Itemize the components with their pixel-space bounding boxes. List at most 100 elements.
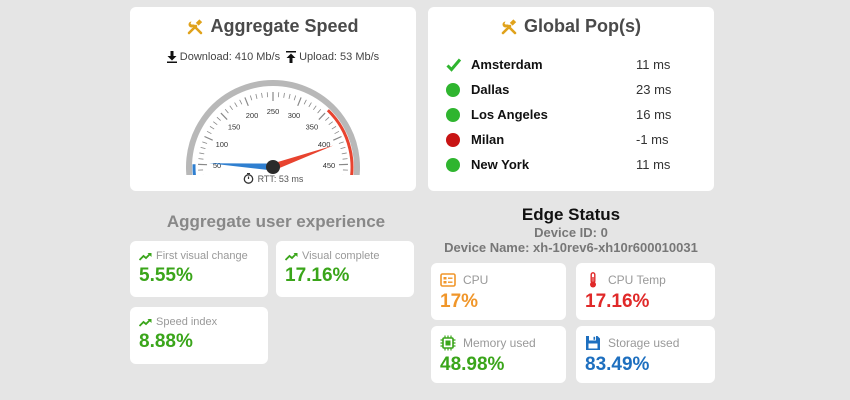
gauge-tick [202,141,208,144]
speed-index-value: 8.88% [139,331,193,352]
upload-arrow-icon [286,51,297,63]
gauge-tick [283,92,285,98]
gauge-tick-label: 250 [267,107,280,116]
download-arrow-icon [166,51,177,63]
upload-rate: Upload: 53 Mb/s [286,51,379,63]
gauge-tick [216,116,221,121]
download-rate: Download: 410 Mb/s [166,51,281,63]
global-pops-card: Global Pop(s) Amsterdam 11 ms Dallas 23 ms L… [428,7,714,191]
gauge-tick-label: 200 [246,111,259,120]
pop-list-item: Amsterdam 11 ms [446,52,700,77]
cpu-temp-card: CPU Temp 17.16% [576,263,715,320]
gauge-tick [213,121,218,125]
gauge-tick [224,108,229,114]
pop-list-item: New York 11 ms [446,152,700,177]
gauge-tick [293,95,297,101]
memory-card: Memory used 48.98% [431,326,566,383]
gauge-tick [206,130,212,135]
gauge-tick [204,135,213,141]
gauge-tick-label: 150 [228,123,241,132]
cpu-value: 17% [440,291,479,312]
speed-gauge: 050100150200250300350400450500 [186,80,360,175]
cpu-temp-value: 17.16% [585,291,650,312]
trend-up-icon [285,252,298,261]
global-pops-title: Global Pop(s) [524,16,641,36]
first-visual-change-value: 5.55% [139,265,193,286]
trend-up-icon [139,318,152,327]
pop-name: Milan [471,132,505,147]
gauge-tick [303,99,307,105]
edge-status-title: Edge Status [521,205,621,224]
gauge-tick [317,108,322,114]
gauge-tick [239,99,243,105]
gauge-tick [200,146,206,150]
gauge-tick [249,95,253,101]
pop-latency: -1 ms [636,132,669,147]
cpu-label: CPU [463,273,489,287]
gauge-tick [318,112,326,120]
memory-label: Memory used [463,336,536,350]
global-pops-header: Global Pop(s) [428,16,714,37]
red-status-dot-icon [446,132,471,147]
pop-latency: 11 ms [636,157,671,172]
visual-complete-label: Visual complete [302,250,380,262]
upload-needle [209,163,274,171]
gauge-tick-label: 350 [306,123,319,132]
thermometer-icon [585,272,601,288]
gauge-tick [313,105,317,111]
pop-name: Amsterdam [471,57,543,72]
cpu-card: CPU 17% [431,263,566,320]
memory-chip-icon [440,335,456,351]
gauge-tick [234,102,238,108]
gauge-tick [338,141,344,144]
floppy-disk-icon [585,335,601,351]
upload-label: Upload: 53 Mb/s [299,51,380,63]
edge-status-header: Edge Status Device ID: 0 Device Name: xh… [428,205,714,255]
gauge-tick [333,135,342,141]
first-visual-change-label: First visual change [156,250,248,262]
gauge-download-band [326,109,354,175]
gauge-tick [334,130,340,135]
pop-list: Amsterdam 11 ms Dallas 23 ms Los Angeles 16 m… [446,52,700,177]
pop-name: Dallas [471,82,510,97]
aggregate-speed-title: Aggregate Speed [210,16,359,36]
pop-list-item: Los Angeles 16 ms [446,102,700,127]
green-status-dot-icon [446,82,471,97]
gauge-hub [266,160,280,174]
download-label: Download: 410 Mb/s [179,51,281,63]
gauge-tick [308,102,312,108]
pop-latency: 16 ms [636,107,672,122]
gauge-tick [342,158,348,160]
gauge-tick [288,93,291,99]
device-name: Device Name: xh-10rev6-xh10r600010031 [444,240,698,255]
rtt-readout: RTT: 53 ms [130,173,416,184]
gauge-tick [297,97,302,107]
gauge-tick-label: 450 [323,161,336,170]
gauge-tick [199,152,205,155]
visual-complete-card: Visual complete 17.16% [276,241,414,297]
gauge-upload-band [192,164,196,175]
gauge-tick [209,126,215,130]
gauge-tick [340,146,346,150]
tools-icon [187,18,203,35]
device-id: Device ID: 0 [534,225,608,240]
first-visual-change-card: First visual change 5.55% [130,241,268,297]
gauge-tick [261,92,263,98]
gauge-tick [244,97,249,107]
gauge-tick [255,93,258,99]
gauge-tick-label: 300 [288,111,301,120]
timer-icon [243,173,254,184]
green-status-dot-icon [446,157,471,172]
gauge-tick [328,121,333,125]
gauge-tick [341,152,347,155]
green-status-dot-icon [446,107,471,122]
memory-value: 48.98% [440,354,505,375]
gauge-tick-label: 50 [213,161,221,170]
cpu-icon [440,272,456,288]
gauge-outer-arc [186,80,360,175]
gauge-tick [220,112,228,120]
pop-latency: 11 ms [636,57,671,72]
pop-name: Los Angeles [471,107,548,122]
gauge-tick [198,158,204,160]
gauge-tick [325,116,330,121]
